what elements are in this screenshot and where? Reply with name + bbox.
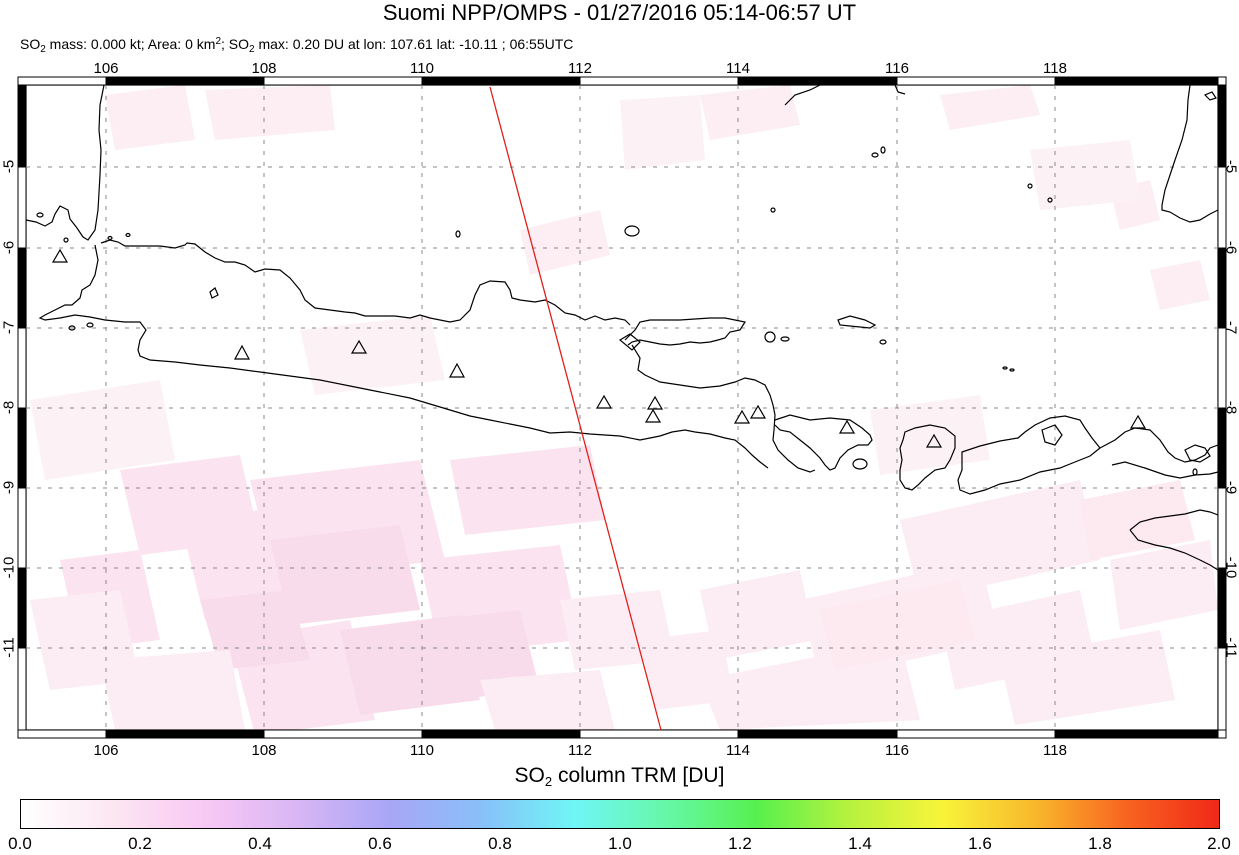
volcano-icon <box>925 433 943 448</box>
max-location-text: max: 0.20 DU at lon: 107.61 lat: -10.11 … <box>254 36 574 52</box>
lon-scale-bars <box>17 76 1227 739</box>
so2-heatmap-pixels <box>30 85 1218 735</box>
volcano-icon <box>733 409 751 424</box>
lat-label-left: -5 <box>0 159 18 174</box>
volcano-icon <box>1129 414 1147 429</box>
colorbar-title: SO2 column TRM [DU] <box>0 764 1239 788</box>
colorbar-tick-label: 0.0 <box>8 834 32 853</box>
lon-label-bottom: 106 <box>93 742 119 759</box>
lon-label-bottom: 118 <box>1043 742 1067 759</box>
lon-label-top: 110 <box>410 60 434 77</box>
lat-label-left: -6 <box>0 240 18 255</box>
lat-label-left: -10 <box>0 556 18 579</box>
lat-label-right: -8 <box>1222 400 1239 415</box>
lon-label-top: 108 <box>251 60 277 77</box>
lon-label-top: 106 <box>93 60 119 77</box>
lon-label-bottom: 114 <box>726 742 750 759</box>
colorbar-tick-label: 0.4 <box>248 834 272 853</box>
lat-label-right: -10 <box>1222 556 1239 579</box>
lat-label-right: -6 <box>1222 240 1239 255</box>
lat-label-right: -7 <box>1222 320 1239 335</box>
volcano-icon <box>595 394 613 409</box>
colorbar-title-sub: 2 <box>544 774 553 789</box>
lat-label-left: -8 <box>0 400 18 415</box>
lat-label-left: -7 <box>0 320 18 335</box>
volcano-icon <box>646 395 664 410</box>
graticule <box>26 85 1218 730</box>
so2-max-label: ; SO <box>221 36 250 52</box>
volcano-icon <box>644 408 662 423</box>
lat-scale-bars <box>17 85 1227 731</box>
orbit-track-line <box>489 86 662 731</box>
lat-label-right: -9 <box>1222 480 1239 495</box>
volcano-icon <box>838 419 856 434</box>
lon-label-top: 116 <box>885 60 909 77</box>
colorbar-tick-label: 1.4 <box>848 834 872 853</box>
lon-label-bottom: 116 <box>885 742 909 759</box>
lon-label-top: 114 <box>726 60 750 77</box>
volcano-icon <box>448 362 466 378</box>
subscript-2: 2 <box>40 44 46 55</box>
colorbar-tick-label: 0.2 <box>128 834 152 853</box>
lon-label-top: 112 <box>568 60 592 77</box>
volcano-icon <box>350 339 368 354</box>
lat-label-right: -11 <box>1222 637 1239 658</box>
coastlines <box>25 84 1219 571</box>
colorbar-tick-label: 1.2 <box>728 834 752 853</box>
lat-label-right: -5 <box>1222 159 1239 174</box>
map-title: Suomi NPP/OMPS - 01/27/2016 05:14-06:57 … <box>382 0 857 25</box>
volcano-icon <box>749 404 767 419</box>
volcano-icon <box>51 248 69 263</box>
lat-label-left: -11 <box>0 637 18 658</box>
colorbar-tick-label: 1.8 <box>1088 834 1112 853</box>
colorbar-tick-label: 2.0 <box>1207 834 1231 853</box>
colorbar-tick-label: 1.0 <box>608 834 632 853</box>
so2-label: SO <box>20 36 41 52</box>
volcano-markers <box>51 248 1147 448</box>
lat-label-left: -9 <box>0 480 18 495</box>
so2-stats-line: SO2 mass: 0.000 kt; Area: 0 km2; SO2 max… <box>20 35 574 55</box>
colorbar-title-suffix: column TRM [DU] <box>552 764 725 787</box>
colorbar-tick-label: 0.8 <box>488 834 512 853</box>
lon-label-bottom: 108 <box>251 742 277 759</box>
colorbar <box>20 799 1220 829</box>
superscript-2: 2 <box>215 36 221 47</box>
volcano-icon <box>233 344 251 360</box>
lon-label-bottom: 110 <box>410 742 434 759</box>
lon-label-top: 118 <box>1043 60 1067 77</box>
lon-label-bottom: 112 <box>568 742 592 759</box>
mass-area-text: mass: 0.000 kt; Area: 0 km <box>45 36 216 52</box>
colorbar-title-so: SO <box>514 764 545 787</box>
subscript-2: 2 <box>249 44 255 55</box>
colorbar-tick-label: 1.6 <box>968 834 992 853</box>
colorbar-tick-label: 0.6 <box>368 834 392 853</box>
